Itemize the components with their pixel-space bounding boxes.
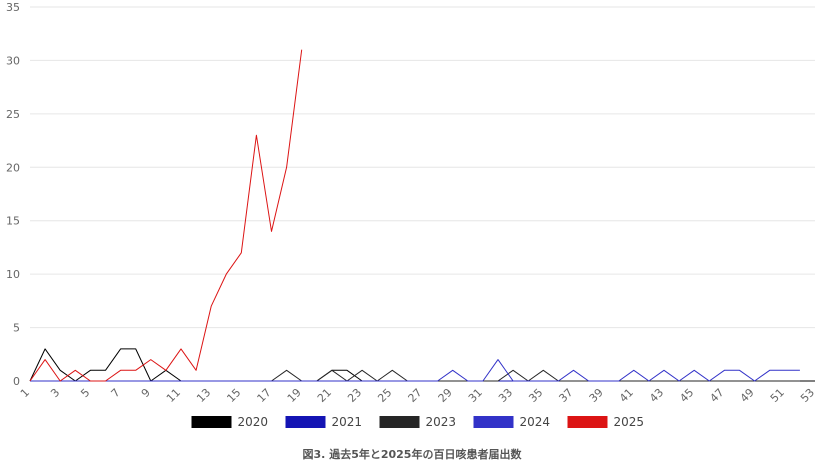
x-tick-label: 35 [526,386,545,405]
x-tick-label: 25 [375,386,394,405]
x-tick-label: 7 [109,386,123,400]
legend-swatch [285,416,326,428]
x-tick-label: 17 [255,386,274,405]
series-line-2020 [29,348,815,382]
y-axis: 0 5 10 15 20 25 30 35 [6,1,20,388]
x-tick-label: 45 [677,386,696,405]
legend-label: 2024 [520,415,551,429]
x-tick-label: 5 [78,386,92,400]
y-tick-label: 10 [6,268,20,281]
y-tick-label: 35 [6,1,20,14]
x-tick-label: 15 [224,386,243,405]
legend-item-2024[interactable]: 2024 [473,415,551,429]
x-tick-label: 27 [406,386,425,405]
series-line-2024 [30,359,800,382]
x-tick-label: 49 [738,386,757,405]
x-tick-label: 39 [587,386,606,405]
legend-item-2021[interactable]: 2021 [285,415,363,429]
legend: 2020 2021 2023 2024 2025 [191,415,645,429]
series-line-2023 [30,369,800,382]
y-tick-label: 20 [6,161,20,174]
x-tick-label: 29 [436,386,455,405]
x-tick-label: 51 [768,386,787,405]
x-tick-label: 23 [345,386,364,405]
legend-item-2023[interactable]: 2023 [379,415,457,429]
x-tick-label: 9 [139,386,153,400]
x-tick-label: 1 [18,386,32,400]
series-line-2025 [29,49,303,382]
x-tick-label: 53 [798,386,817,405]
legend-label: 2021 [332,415,363,429]
x-tick-label: 31 [466,386,485,405]
y-tick-label: 15 [6,215,20,228]
legend-item-2025[interactable]: 2025 [567,415,645,429]
y-tick-label: 0 [13,375,20,388]
legend-label: 2025 [614,415,645,429]
y-tick-label: 5 [13,322,20,335]
legend-swatch [473,416,514,428]
legend-swatch [191,416,232,428]
series-lines [29,49,815,382]
legend-label: 2020 [238,415,269,429]
x-tick-label: 43 [647,386,666,405]
grid [30,6,815,382]
chart-title: 図3. 過去5年と2025年の百日咳患者届出数 [303,447,523,461]
y-tick-label: 30 [6,54,20,67]
x-tick-label: 11 [164,386,183,405]
x-tick-label: 37 [556,386,575,405]
x-tick-label: 3 [48,386,62,400]
x-tick-label: 47 [707,386,726,405]
x-tick-label: 19 [285,386,304,405]
x-tick-label: 13 [194,386,213,405]
legend-item-2020[interactable]: 2020 [191,415,269,429]
legend-label: 2023 [426,415,457,429]
legend-swatch [379,416,420,428]
x-tick-label: 33 [496,386,515,405]
y-tick-label: 25 [6,108,20,121]
x-tick-label: 21 [315,386,334,405]
x-tick-label: 41 [617,386,636,405]
legend-swatch [567,416,608,428]
x-axis: 1 3 5 7 9 11 13 15 17 19 21 23 25 27 29 31 33 35 37 39 41 43 4… [18,386,817,405]
